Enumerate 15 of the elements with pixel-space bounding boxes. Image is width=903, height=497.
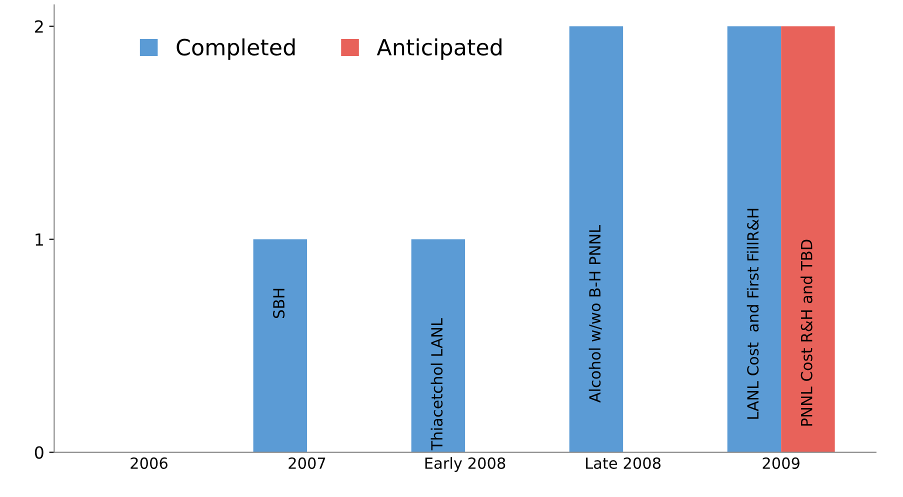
annotation: LANL Cost and First FillR&H [746,208,759,419]
y-tick-label: 2 [35,20,43,33]
legend-label: Anticipated [376,38,502,60]
y-tick-label: 0 [34,446,44,459]
x-tick-label: Early 2008 [425,457,506,472]
y-tick-label: 1 [36,233,43,246]
legend-label: Completed [176,38,295,60]
x-tick-label: 2006 [130,457,168,469]
annotation: SBH [273,288,285,318]
annotation: PNNL Cost R&H and TBD [800,240,812,426]
x-tick-label: 2007 [288,457,326,469]
x-tick-label: Late 2008 [586,457,661,469]
annotation: Thiacetchol LANL [430,318,443,450]
x-tick-label: 2009 [762,457,800,469]
annotation: Alcohol w/wo B-H PNNL [588,224,602,403]
